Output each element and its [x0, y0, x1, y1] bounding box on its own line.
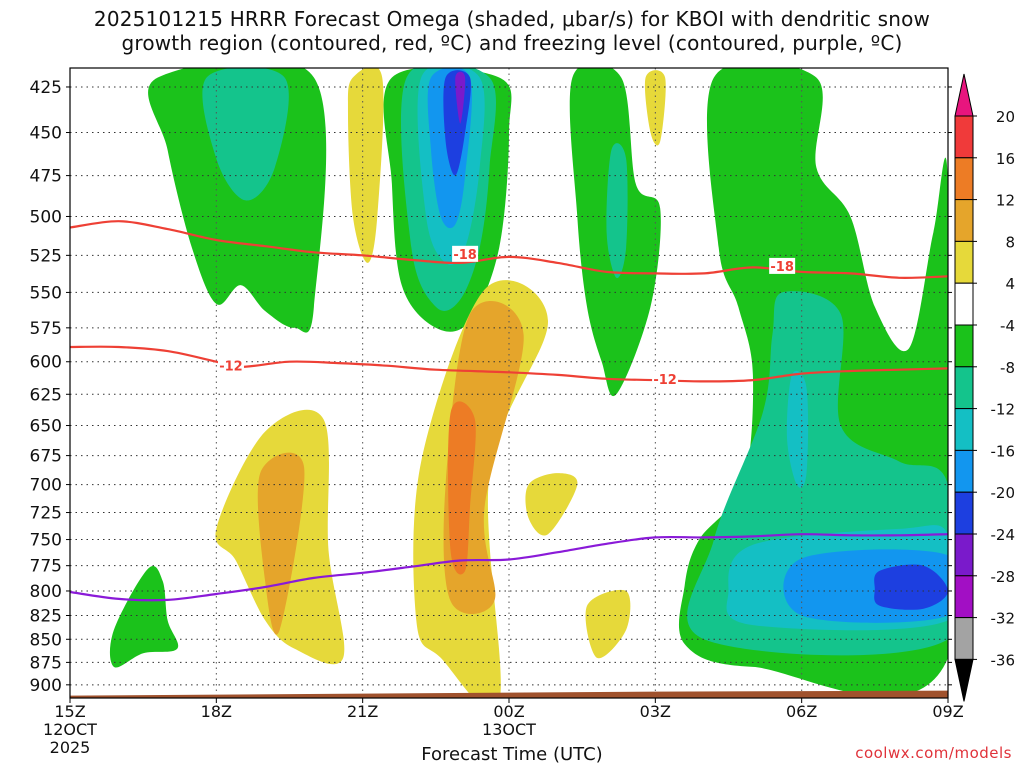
terrain-fill [70, 690, 948, 698]
colorbar-bin-3 [954, 199, 974, 242]
x-tick-label-18Z: 18Z [201, 702, 232, 721]
colorbar-bin-7 [954, 366, 974, 410]
y-tick-label-875: 875 [30, 653, 62, 673]
omega-region-25 [585, 589, 631, 659]
colorbar-label-10: -24 [991, 526, 1016, 544]
contour-label-bg-1 [769, 257, 796, 274]
colorbar-label-9: -20 [991, 484, 1016, 502]
x-tick-label-21Z: 21Z [347, 702, 378, 721]
omega-region-24 [525, 473, 578, 536]
omega-region-14 [786, 370, 809, 488]
source-credit: coolwx.com/models [855, 744, 1012, 762]
y-tick-label-750: 750 [30, 531, 62, 551]
y-tick-label-600: 600 [30, 353, 62, 373]
colorbar-bin-11 [954, 533, 974, 577]
omega-region-2 [347, 68, 384, 263]
colorbar-label-3: 8 [1005, 233, 1015, 251]
contour-label-bg-3 [652, 370, 679, 387]
colorbar-bin-5 [954, 282, 974, 326]
colorbar-label-6: -8 [1000, 359, 1015, 377]
x-tick-label-06Z: 06Z [786, 702, 817, 721]
y-tick-label-625: 625 [30, 385, 62, 405]
colorbar-bin-2 [954, 157, 974, 201]
colorbar-top-triangle [954, 73, 974, 117]
colorbar-label-5: -4 [1000, 317, 1015, 335]
omega-region-11 [606, 143, 628, 279]
colorbar-bin-8 [954, 408, 974, 451]
contour-line-2 [70, 533, 948, 602]
colorbar-bottom-triangle [954, 658, 974, 702]
omega-region-18 [109, 566, 179, 668]
chart-title-line-1: 2025101215 HRRR Forecast Omega (shaded, … [93, 7, 931, 31]
omega-region-17 [874, 564, 948, 610]
y-tick-label-425: 425 [30, 78, 62, 98]
contour-label-3: -12 [653, 373, 677, 388]
y-tick-label-575: 575 [30, 319, 62, 339]
contour-label-0: -18 [453, 248, 477, 263]
grid-lines [70, 68, 948, 698]
y-tick-label-675: 675 [30, 447, 62, 467]
omega-region-1 [202, 68, 289, 201]
y-tick-label-825: 825 [30, 606, 62, 626]
y-tick-label-525: 525 [30, 246, 62, 266]
colorbar-label-4: 4 [1005, 275, 1015, 293]
x-tick-year-15Z: 2025 [50, 738, 91, 757]
y-tick-label-500: 500 [30, 207, 62, 227]
colorbar-label-13: -36 [991, 651, 1016, 669]
y-tick-label-725: 725 [30, 504, 62, 524]
contour-label-2: -12 [219, 360, 243, 375]
contour-line-0 [70, 220, 948, 279]
y-tick-label-700: 700 [30, 476, 62, 496]
x-tick-label-15Z: 15Z [54, 702, 85, 721]
x-tick-date-00Z: 13OCT [482, 720, 536, 739]
omega-region-20 [257, 452, 305, 635]
omega-region-8 [455, 71, 466, 124]
contour-line-1 [70, 345, 948, 383]
colorbar-bin-13 [954, 617, 974, 660]
colorbar-bin-4 [954, 240, 974, 284]
colorbar-bin-1 [954, 115, 974, 159]
colorbar-bin-6 [954, 324, 974, 368]
contour-label-bg-2 [217, 357, 244, 374]
x-tick-label-03Z: 03Z [640, 702, 671, 721]
y-tick-label-800: 800 [30, 582, 62, 602]
y-tick-label-775: 775 [30, 557, 62, 577]
terrain-band [70, 690, 948, 698]
colorbar-bin-10 [954, 491, 974, 535]
contour-lines: -18 -18 -12 -12 [70, 220, 948, 602]
x-axis-label: Forecast Time (UTC) [421, 744, 603, 765]
x-tick-label-00Z: 00Z [493, 702, 524, 721]
y-tick-label-900: 900 [30, 676, 62, 696]
colorbar-label-12: -32 [991, 610, 1016, 628]
x-tick-date-15Z: 12OCT [43, 720, 97, 739]
y-tick-label-650: 650 [30, 417, 62, 437]
colorbar-bin-12 [954, 575, 974, 619]
y-tick-label-850: 850 [30, 630, 62, 650]
x-tick-label-09Z: 09Z [932, 702, 963, 721]
colorbar-label-8: -16 [991, 442, 1016, 460]
colorbar-label-1: 16 [996, 150, 1015, 168]
colorbar-label-2: 12 [996, 192, 1015, 210]
omega-region-23 [447, 401, 476, 575]
y-axis: 425 450 475 500 525 550 575 600 625 650 675 700 725 7… [30, 78, 952, 696]
contour-label-1: -18 [770, 260, 794, 275]
colorbar-label-0: 20 [996, 108, 1015, 126]
contour-label-bg-0 [452, 245, 479, 262]
colorbar-label-11: -28 [991, 568, 1016, 586]
chart-title-line-2: growth region (contoured, red, ºC) and f… [121, 31, 903, 55]
colorbar-label-7: -12 [991, 401, 1016, 419]
y-tick-label-450: 450 [30, 124, 62, 144]
omega-shading [109, 68, 948, 698]
y-tick-label-475: 475 [30, 167, 62, 187]
colorbar-bin-9 [954, 449, 974, 493]
y-tick-label-550: 550 [30, 283, 62, 303]
colorbar-legend: 20 16 12 8 4 -4 -8 -12 -16 -20 -24 -28 -32 -36 [954, 73, 1016, 702]
